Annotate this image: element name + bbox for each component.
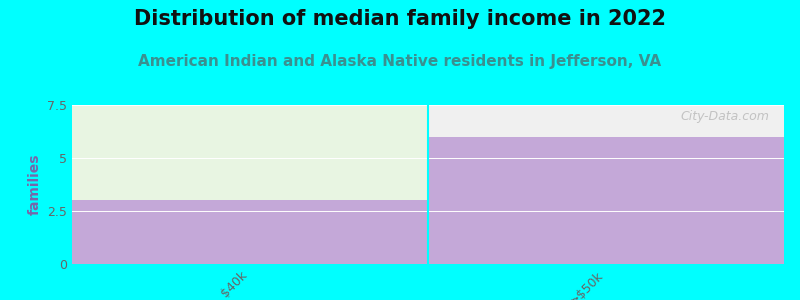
Bar — [72, 105, 428, 200]
Bar — [428, 137, 784, 264]
Text: Distribution of median family income in 2022: Distribution of median family income in … — [134, 9, 666, 29]
Bar — [428, 105, 784, 137]
Bar — [72, 200, 428, 264]
Text: American Indian and Alaska Native residents in Jefferson, VA: American Indian and Alaska Native reside… — [138, 54, 662, 69]
Y-axis label: families: families — [27, 154, 42, 215]
Text: City-Data.com: City-Data.com — [681, 110, 770, 123]
